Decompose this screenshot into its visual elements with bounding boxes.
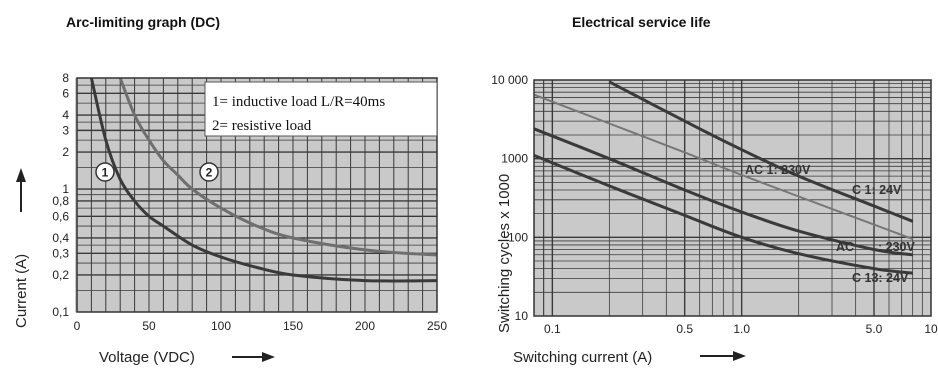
- right-plot-border: [533, 79, 932, 317]
- left-x-axis-label: Voltage (VDC): [99, 349, 195, 366]
- right-y-axis-label: Switching cycles x 1000: [496, 174, 513, 333]
- left-x-tick-labels: 0 50 100 150 200 250: [74, 319, 448, 333]
- left-x-tick-label: 250: [427, 319, 447, 333]
- left-curve-markers: 1 2: [95, 162, 219, 182]
- arc-limiting-chart: Arc-limiting graph (DC) 1= inductive loa…: [13, 14, 447, 366]
- right-y-tick-label: 10: [515, 309, 529, 323]
- right-y-tick-label: 10 000: [491, 73, 528, 87]
- right-series-line: [533, 127, 913, 257]
- right-x-tick-label: 1.0: [733, 322, 750, 336]
- left-y-tick-label: 0,8: [52, 194, 69, 208]
- left-y-tick-label: 1: [62, 182, 69, 196]
- left-y-arrow: [16, 168, 26, 212]
- left-chart-title: Arc-limiting graph (DC): [66, 14, 220, 30]
- right-chart-title: Electrical service life: [572, 14, 711, 30]
- left-y-tick-label: 0,1: [52, 305, 69, 319]
- left-x-tick-label: 100: [211, 319, 231, 333]
- left-series-line-2: [118, 77, 438, 257]
- right-x-tick-label: 5.0: [866, 322, 883, 336]
- left-y-tick-labels: 0,1 0,2 0,30,4 0,60,81 2 34 68: [52, 71, 69, 319]
- left-y-tick-label: 8: [62, 71, 69, 85]
- left-y-tick-label: 4: [62, 108, 69, 122]
- left-series-line-1: [89, 77, 438, 283]
- left-x-arrow: [232, 352, 275, 362]
- right-series-line: [533, 154, 913, 275]
- left-y-tick-label: 0,6: [52, 209, 69, 223]
- right-x-tick-label: 10: [924, 322, 938, 336]
- left-y-tick-label: 6: [62, 86, 69, 100]
- label-ac1-230v: AC 1: 230V: [745, 163, 811, 177]
- label-ac-part: AC: [836, 240, 854, 254]
- left-y-tick-label: 0,3: [52, 246, 69, 260]
- legend-background: [204, 81, 438, 137]
- right-x-tick-labels: 0.1 0.5 1.0 5.0 10: [544, 322, 938, 336]
- right-y-tick-label: 100: [508, 230, 528, 244]
- right-grid: [534, 80, 931, 316]
- curve-2-marker: 2: [206, 166, 213, 180]
- label-c13-24v: C 13: 24V: [852, 271, 909, 285]
- right-series-line: [533, 93, 914, 241]
- left-x-tick-label: 50: [142, 319, 156, 333]
- legend-line-1: 1= inductive load L/R=40ms: [212, 94, 385, 110]
- left-x-tick-label: 200: [355, 319, 375, 333]
- left-x-tick-label: 150: [283, 319, 303, 333]
- label-c1-24v: C 1: 24V: [852, 183, 902, 197]
- left-y-tick-label: 0,4: [52, 231, 69, 245]
- right-x-tick-label: 0.1: [544, 322, 561, 336]
- left-plot-border: [76, 77, 438, 313]
- right-y-tick-labels: 10 100 1000 10 000: [491, 73, 528, 323]
- left-y-tick-label: 0,2: [52, 268, 69, 282]
- legend-line-2: 2= resistive load: [212, 118, 312, 134]
- right-series: [533, 80, 914, 275]
- right-x-tick-label: 0.5: [676, 322, 693, 336]
- right-series-labels: AC 1: 230V C 1: 24V AC : 230V C 13: 24V: [745, 163, 915, 285]
- left-y-axis-label: Current (A): [13, 254, 30, 328]
- curve-1-marker: 1: [102, 166, 109, 180]
- curve-1-marker-circle: [95, 162, 115, 182]
- left-y-tick-label: 2: [62, 145, 69, 159]
- right-x-arrow: [700, 351, 746, 361]
- left-x-tick-label: 0: [74, 319, 81, 333]
- left-legend-box: 1= inductive load L/R=40ms 2= resistive …: [204, 81, 438, 137]
- label-230v-part: : 230V: [878, 240, 915, 254]
- right-x-axis-label: Switching current (A): [513, 349, 652, 366]
- electrical-service-life-chart: Electrical service life AC 1: 230V C 1: …: [491, 14, 938, 366]
- left-y-tick-label: 3: [62, 123, 69, 137]
- right-y-tick-label: 1000: [501, 152, 528, 166]
- curve-2-marker-circle: [199, 162, 219, 182]
- right-series-line: [608, 80, 914, 223]
- left-series: [89, 77, 438, 283]
